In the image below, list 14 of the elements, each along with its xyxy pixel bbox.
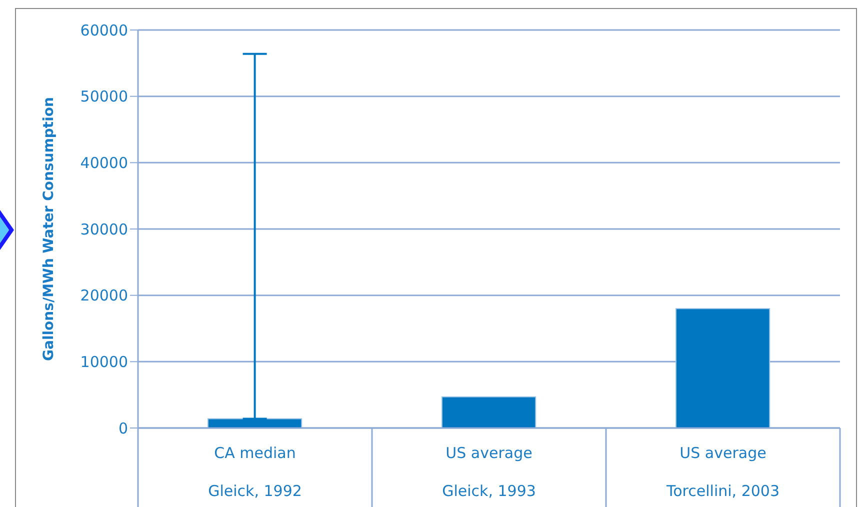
y-tick-label: 40000 xyxy=(80,154,128,172)
y-tick-label: 60000 xyxy=(80,21,128,40)
bar xyxy=(208,418,302,428)
y-tick-label: 20000 xyxy=(80,286,128,305)
y-tick-label: 10000 xyxy=(80,352,128,371)
bar xyxy=(442,396,536,428)
y-axis-title: Gallons/MWh Water Consumption xyxy=(40,97,57,361)
category-label: US average Torcellini, 2003 xyxy=(666,444,780,500)
bar xyxy=(676,308,770,428)
category-label: US average Gleick, 1993 xyxy=(442,444,536,500)
y-tick-label: 50000 xyxy=(80,88,128,106)
category-label: CA median Gleick, 1992 xyxy=(208,444,302,500)
y-tick-label: 0 xyxy=(118,419,128,438)
y-tick-label: 30000 xyxy=(80,220,128,238)
